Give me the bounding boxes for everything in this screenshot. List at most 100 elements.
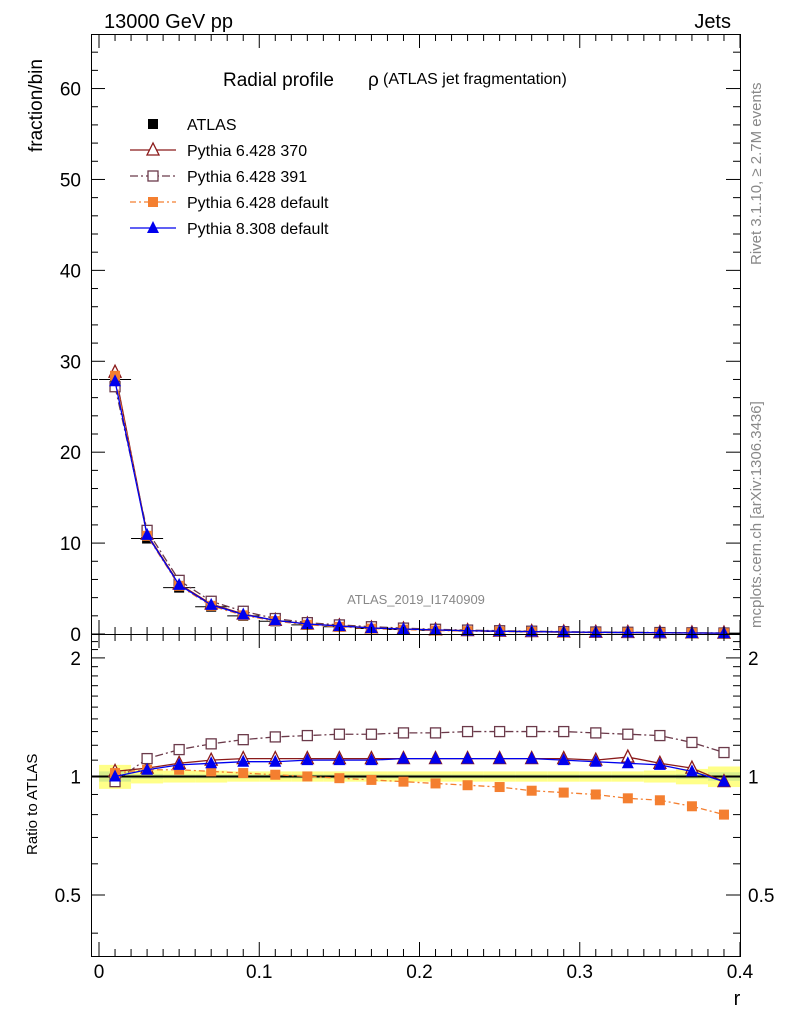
upper-series-marker: [205, 597, 218, 610]
ratio-series-marker: [302, 771, 313, 782]
ratio-series-marker: [333, 728, 346, 740]
ratio-y-tick-label: 0.5: [55, 886, 81, 907]
side-label-top: Rivet 3.1.10, ≥ 2.7M events: [748, 83, 765, 266]
ratio-series-marker: [429, 751, 442, 764]
ratio-series-marker: [526, 725, 538, 738]
chart-title-sub: (ATLAS jet fragmentation): [383, 71, 567, 88]
ratio-series-marker: [686, 801, 697, 812]
legend-label: Pythia 6.428 default: [187, 195, 329, 212]
ratio-series-marker: [365, 753, 378, 766]
ratio-series-marker: [718, 809, 729, 820]
ratio-y-tick-label: 1: [70, 767, 81, 788]
ratio-series-marker: [237, 754, 250, 767]
ratio-series-marker: [334, 773, 345, 784]
ratio-series-marker: [717, 774, 730, 787]
upper-series-marker: [269, 613, 282, 626]
upper-series-marker: [237, 607, 250, 620]
upper-y-tick-label: 20: [60, 443, 81, 464]
x-tick-label: 0.4: [727, 962, 754, 983]
upper-series-marker: [109, 374, 122, 387]
upper-y-axis-label: fraction/bin: [26, 59, 47, 152]
ratio-series-marker: [238, 768, 249, 779]
side-label-bottom: mcplots.cern.ch [arXiv:1306.3436]: [748, 401, 765, 628]
ratio-series-marker: [333, 753, 346, 766]
ratio-series-marker: [397, 751, 410, 764]
legend-label: Pythia 6.428 370: [187, 143, 307, 160]
ratio-series-marker: [269, 754, 282, 767]
ratio-series-marker: [141, 762, 154, 775]
header-left: 13000 GeV pp: [104, 11, 233, 33]
ratio-plot-frame: [91, 634, 741, 957]
upper-y-tick-label: 10: [60, 534, 81, 555]
ratio-series-marker: [685, 764, 698, 777]
chart-title-symbol: ρ: [368, 70, 379, 91]
ratio-series-marker: [622, 793, 633, 804]
x-tick-label: 0.3: [567, 962, 593, 983]
ratio-series-marker: [493, 725, 506, 738]
ratio-series-marker: [462, 780, 473, 791]
ratio-series-marker: [301, 729, 313, 742]
ratio-y-tick-label-right: 2: [748, 649, 759, 670]
ratio-y-tick-label-right: 1: [748, 767, 759, 788]
upper-series-marker: [141, 527, 154, 540]
ratio-series-marker: [525, 751, 538, 764]
upper-y-tick-label: 50: [60, 170, 81, 191]
ratio-y-axis-label: Ratio to ATLAS: [24, 754, 41, 855]
ratio-series-marker: [173, 743, 185, 756]
ratio-series-marker: [205, 738, 217, 750]
ratio-series-group: [107, 725, 732, 820]
ratio-series-marker: [493, 751, 506, 764]
legend-marker: [147, 170, 159, 182]
legend-label: Pythia 6.428 391: [187, 169, 307, 186]
x-tick-label: 0.1: [246, 962, 272, 983]
ratio-series-marker: [398, 776, 409, 787]
legend-marker: [148, 197, 158, 207]
ratio-series-marker: [621, 756, 634, 769]
ratio-y-tick-label: 2: [70, 649, 81, 670]
legend-marker: [147, 221, 159, 233]
ratio-series-marker: [173, 757, 186, 770]
ratio-series-marker: [430, 778, 441, 789]
ratio-series-marker: [622, 728, 634, 740]
chart-title-main: Radial profile: [223, 70, 334, 91]
legend-label: ATLAS: [187, 117, 237, 134]
ratio-series-marker: [654, 729, 666, 742]
x-axis-label: r: [734, 988, 741, 1010]
ratio-series-marker: [270, 769, 281, 780]
ratio-series-marker: [653, 757, 666, 770]
ratio-series-line: [114, 769, 725, 816]
analysis-watermark: ATLAS_2019_I1740909: [347, 592, 485, 607]
legend-label: Pythia 8.308 default: [187, 221, 329, 238]
ratio-series-marker: [590, 789, 601, 800]
ratio-series-marker: [686, 736, 698, 749]
ratio-series-marker: [557, 753, 570, 766]
ratio-series-marker: [461, 751, 474, 764]
legend-marker: [145, 141, 161, 156]
upper-y-tick-label: 40: [60, 261, 81, 282]
ratio-y-tick-label-right: 0.5: [748, 886, 774, 907]
ratio-series-marker: [365, 728, 378, 740]
upper-series-marker: [173, 577, 186, 590]
ratio-series-marker: [301, 753, 314, 766]
upper-y-tick-label: 0: [70, 625, 81, 646]
upper-y-tick-label: 60: [60, 80, 81, 101]
upper-series-marker: [301, 617, 314, 629]
ratio-series-marker: [558, 787, 569, 798]
upper-y-tick-label: 30: [60, 352, 81, 373]
x-tick-label: 0.2: [406, 962, 432, 983]
ratio-series-marker: [269, 731, 281, 743]
upper-series-marker: [333, 619, 346, 631]
ratio-series-marker: [589, 754, 602, 767]
legend: ATLAS Pythia 6.428 370 Pythia 6.428 391 Pyt…: [130, 117, 329, 238]
ratio-series-line: [114, 757, 725, 783]
ratio-series-marker: [461, 725, 474, 738]
x-tick-label: 0: [94, 962, 105, 983]
ratio-series-marker: [590, 727, 602, 739]
ratio-series-marker: [526, 785, 537, 796]
ratio-series-marker: [206, 766, 217, 777]
ratio-series-marker: [654, 795, 665, 806]
legend-marker: [148, 119, 158, 129]
ratio-series-marker: [109, 769, 122, 782]
ratio-series-marker: [141, 752, 153, 765]
